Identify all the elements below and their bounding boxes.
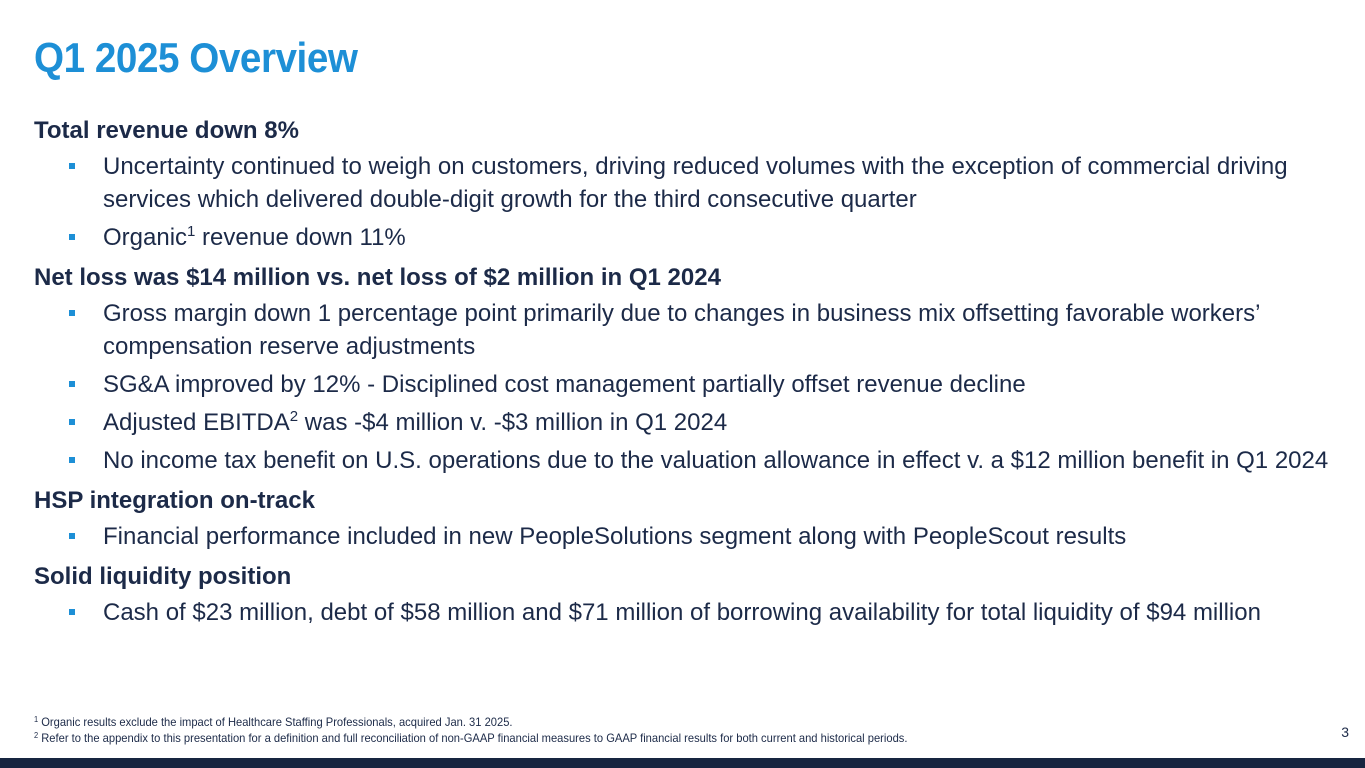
bullet-text: Adjusted EBITDA <box>103 409 290 436</box>
bullet-list: Financial performance included in new Pe… <box>34 520 1332 553</box>
bullet-text: Organic <box>103 224 188 251</box>
bullet-text: revenue down 11% <box>195 224 406 251</box>
bullet-list: Uncertainty continued to weigh on custom… <box>34 150 1332 254</box>
section-net-loss: Net loss was $14 million vs. net loss of… <box>34 259 1332 477</box>
footnote-ref: 2 <box>289 408 299 425</box>
footnote-marker: 2 <box>34 731 39 740</box>
slide-title: Q1 2025 Overview <box>34 34 358 81</box>
bullet-list: Gross margin down 1 percentage point pri… <box>34 297 1332 477</box>
bullet-text: Financial performance included in new Pe… <box>103 523 1127 550</box>
bottom-bar <box>0 758 1365 768</box>
list-item: Gross margin down 1 percentage point pri… <box>34 297 1332 363</box>
slide-content: Total revenue down 8% Uncertainty contin… <box>34 112 1332 634</box>
footnote-text: Organic results exclude the impact of He… <box>38 715 513 729</box>
square-bullet-icon <box>69 163 75 169</box>
square-bullet-icon <box>69 457 75 463</box>
bullet-text: Gross margin down 1 percentage point pri… <box>103 300 1260 360</box>
footnotes: 1 Organic results exclude the impact of … <box>34 714 907 746</box>
section-heading: Solid liquidity position <box>34 563 292 590</box>
bullet-text: Uncertainty continued to weigh on custom… <box>103 153 1288 213</box>
list-item: Organic1 revenue down 11% <box>34 221 1332 254</box>
list-item: SG&A improved by 12% - Disciplined cost … <box>34 368 1332 401</box>
list-item: No income tax benefit on U.S. operations… <box>34 444 1332 477</box>
section-hsp-integration: HSP integration on-track Financial perfo… <box>34 482 1332 553</box>
square-bullet-icon <box>69 381 75 387</box>
section-revenue: Total revenue down 8% Uncertainty contin… <box>34 112 1332 254</box>
section-heading: HSP integration on-track <box>34 487 315 514</box>
bullet-text: SG&A improved by 12% - Disciplined cost … <box>103 371 1026 398</box>
footnote: 2 Refer to the appendix to this presenta… <box>34 730 907 746</box>
square-bullet-icon <box>69 609 75 615</box>
square-bullet-icon <box>69 419 75 425</box>
list-item: Financial performance included in new Pe… <box>34 520 1332 553</box>
square-bullet-icon <box>69 533 75 539</box>
square-bullet-icon <box>69 234 75 240</box>
section-heading: Total revenue down 8% <box>34 117 299 144</box>
bullet-text: No income tax benefit on U.S. operations… <box>103 447 1329 474</box>
bullet-text: Cash of $23 million, debt of $58 million… <box>103 599 1261 626</box>
bullet-list: Cash of $23 million, debt of $58 million… <box>34 596 1332 629</box>
footnote-text: Refer to the appendix to this presentati… <box>38 731 908 745</box>
bullet-text: was -$4 million v. -$3 million in Q1 202… <box>298 409 728 436</box>
page-number: 3 <box>1341 724 1349 740</box>
list-item: Adjusted EBITDA2 was -$4 million v. -$3 … <box>34 406 1332 439</box>
footnote-ref: 1 <box>187 223 196 240</box>
footnote: 1 Organic results exclude the impact of … <box>34 714 907 730</box>
footnote-marker: 1 <box>34 715 39 724</box>
list-item: Uncertainty continued to weigh on custom… <box>34 150 1332 216</box>
list-item: Cash of $23 million, debt of $58 million… <box>34 596 1332 629</box>
section-liquidity: Solid liquidity position Cash of $23 mil… <box>34 558 1332 629</box>
section-heading: Net loss was $14 million vs. net loss of… <box>34 264 721 291</box>
square-bullet-icon <box>69 310 75 316</box>
